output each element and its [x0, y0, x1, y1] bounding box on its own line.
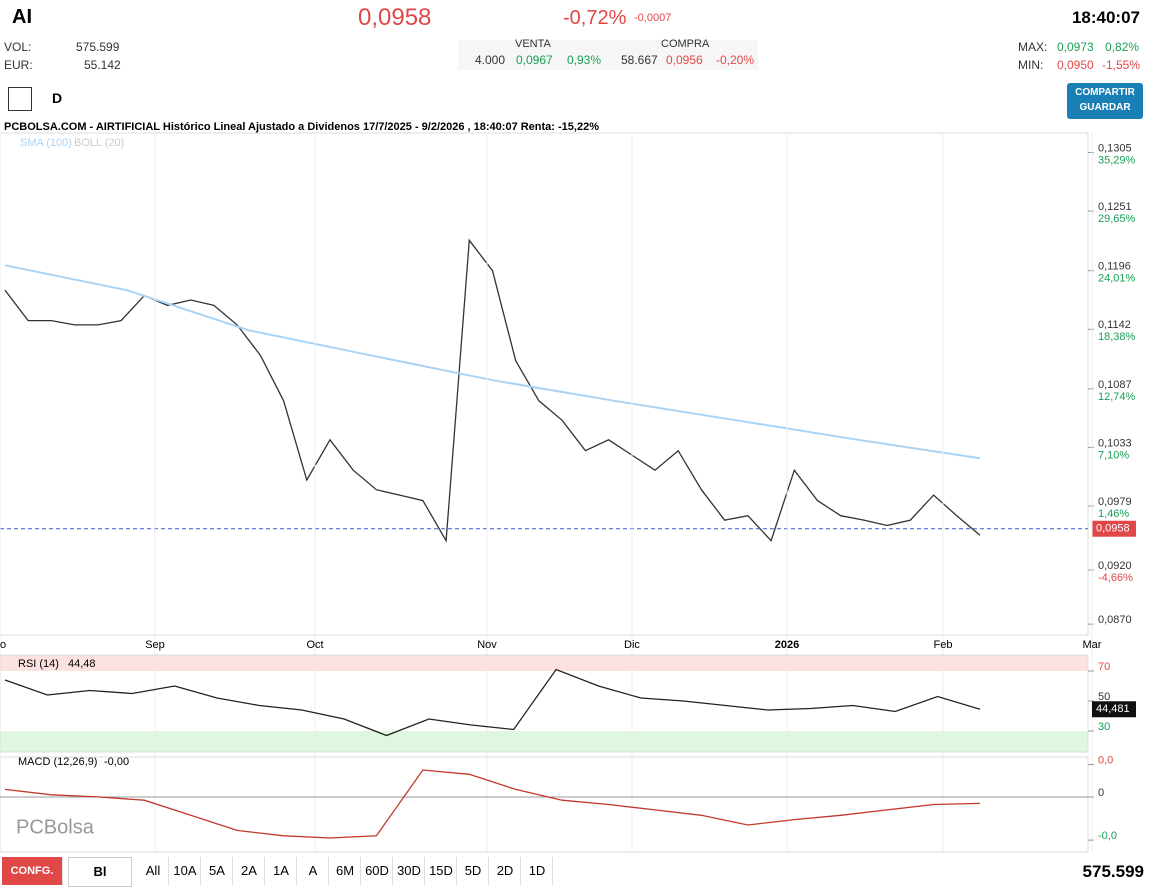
y-tick-pct: 35,29%: [1098, 154, 1136, 166]
venta-qty: 4.000: [475, 53, 506, 67]
price: 0,0958: [358, 4, 432, 31]
overbought-zone: [0, 655, 1088, 671]
x-tick-label: Feb: [934, 639, 953, 651]
y-tick-label: 0,1087: [1098, 379, 1132, 391]
y-tick-pct: -4,66%: [1098, 572, 1133, 584]
rsi-last: 44,48: [68, 658, 96, 670]
rsi-title: RSI (14): [18, 658, 59, 670]
range-button[interactable]: 60D: [362, 857, 393, 885]
change-pct: -0,72%: [563, 7, 627, 29]
y-tick-label: 0,0: [1098, 754, 1113, 766]
config-button[interactable]: CONFG.: [2, 857, 63, 885]
change: -0,0007: [634, 12, 672, 24]
last-price-box: [1092, 520, 1136, 537]
compra-qty: 58.667: [621, 53, 658, 67]
y-tick-label: 0,0979: [1098, 496, 1132, 508]
indicator: SMA (100): [20, 137, 72, 149]
x-tick-label: Mar: [1083, 639, 1102, 651]
max: 0,0973: [1057, 40, 1094, 54]
y-tick-label: 0,1196: [1098, 261, 1131, 273]
range-button[interactable]: 10A: [170, 857, 201, 885]
y-tick-label: 0,1251: [1098, 201, 1132, 213]
range-button[interactable]: 5D: [458, 857, 489, 885]
venta-price: 0,0967: [516, 53, 553, 67]
oversold-zone: [0, 731, 1088, 752]
max-pct: 0,82%: [1105, 40, 1140, 54]
x-tick-label: Oct: [306, 639, 323, 651]
save: GUARDAR: [1079, 102, 1131, 113]
range-button[interactable]: 2A: [234, 857, 265, 885]
y-tick-pct: 7,10%: [1098, 449, 1129, 461]
venta-pct: 0,93%: [567, 53, 602, 67]
range-button[interactable]: 2D: [490, 857, 521, 885]
share-button[interactable]: COMPARTIR GUARDAR: [1067, 83, 1143, 119]
y-tick-label: 0: [1098, 787, 1104, 799]
y-tick-pct: 18,38%: [1098, 331, 1136, 343]
indicator: BOLL (20): [74, 137, 124, 149]
range-button[interactable]: 30D: [394, 857, 425, 885]
range-button[interactable]: All: [138, 857, 169, 885]
panel-frame: [0, 756, 1089, 853]
range-button[interactable]: 5A: [202, 857, 233, 885]
min-label: MIN:: [1018, 58, 1044, 72]
x-tick-label: o: [0, 639, 6, 651]
quote-box: [458, 40, 758, 70]
share: COMPARTIR: [1075, 87, 1135, 98]
last-price-label: 0,0958: [1096, 523, 1130, 535]
y-tick-label: 0,1305: [1098, 142, 1132, 154]
x-tick-label: Dic: [624, 639, 640, 651]
compra-price: 0,0956: [666, 53, 703, 67]
range-button[interactable]: 1D: [522, 857, 553, 885]
panel-toggle[interactable]: [8, 87, 32, 111]
range-button[interactable]: 15D: [426, 857, 457, 885]
chart: PCBOLSA.COM - AIRTIFICIAL Histórico Line…: [0, 121, 1136, 853]
watermark: PCBolsa: [16, 816, 95, 838]
series-line: [4, 264, 981, 460]
macd-title: MACD (12,26,9): [18, 756, 97, 768]
compra-pct: -0,20%: [716, 53, 755, 67]
min-pct: -1,55%: [1102, 58, 1141, 72]
y-tick-label: 0,0920: [1098, 560, 1132, 572]
volume: 575.599: [1082, 862, 1144, 881]
symbol: AI: [12, 6, 32, 28]
panel-frame: [0, 132, 1089, 636]
macd-last: -0,00: [104, 756, 129, 768]
vol-label: VOL:: [4, 40, 32, 54]
y-tick-pct: 29,65%: [1098, 213, 1136, 225]
mode-select[interactable]: Bl: [68, 857, 132, 887]
range-button[interactable]: A: [298, 857, 329, 885]
compra-label: COMPRA: [661, 38, 710, 50]
range-button[interactable]: 6M: [330, 857, 361, 885]
time: 18:40:07: [1071, 8, 1140, 27]
y-tick-pct: 1,46%: [1098, 508, 1129, 520]
range-button[interactable]: 1A: [266, 857, 297, 885]
y-tick-label: 0,1142: [1098, 319, 1131, 331]
min: 0,0950: [1057, 58, 1094, 72]
y-tick-label: 30: [1098, 721, 1110, 733]
series-line: [4, 769, 981, 839]
vol: 575.599: [76, 40, 120, 54]
series-line: [4, 668, 981, 737]
y-tick-label: 50: [1098, 691, 1110, 703]
series-line: [4, 238, 981, 543]
rsi-box: [1092, 701, 1136, 718]
y-tick-label: -0,0: [1098, 830, 1117, 842]
rsi-value-label: 44,481: [1096, 703, 1130, 715]
x-tick-label: Sep: [145, 639, 165, 651]
y-tick-label: 0,1033: [1098, 437, 1132, 449]
eur: 55.142: [84, 58, 121, 72]
venta-label: VENTA: [515, 38, 551, 50]
max-label: MAX:: [1018, 40, 1048, 54]
chart-title: PCBOLSA.COM - AIRTIFICIAL Histórico Line…: [4, 121, 599, 133]
y-tick-label: 70: [1098, 661, 1110, 673]
y-tick-label: 0,0870: [1098, 614, 1132, 626]
period[interactable]: D: [52, 90, 63, 106]
panel-frame: [0, 654, 1089, 753]
eur-label: EUR:: [4, 58, 33, 72]
x-tick-label: Nov: [477, 639, 497, 651]
x-tick-label: 2026: [775, 639, 799, 651]
y-tick-pct: 24,01%: [1098, 273, 1136, 285]
y-tick-pct: 12,74%: [1098, 391, 1136, 403]
